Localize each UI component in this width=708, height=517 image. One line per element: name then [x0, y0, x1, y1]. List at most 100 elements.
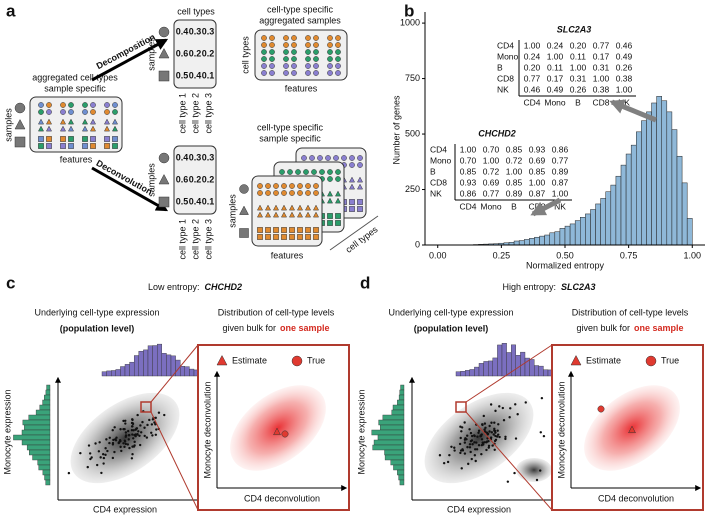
point	[141, 420, 144, 424]
point	[119, 445, 122, 449]
marginal-bar	[21, 439, 51, 446]
matrix-value: 0.72	[483, 166, 500, 176]
circle-icon	[283, 56, 289, 62]
label: cell-type specific	[257, 122, 324, 132]
circle-icon	[349, 155, 355, 161]
matrix-value: 1.00	[529, 177, 546, 187]
marginal-bar	[39, 404, 51, 411]
circle-icon	[261, 56, 267, 62]
row-label: NK	[497, 84, 509, 94]
point	[488, 424, 491, 428]
point	[460, 467, 463, 470]
point	[157, 411, 161, 414]
point	[540, 396, 544, 400]
axis-label: Number of genes	[391, 95, 401, 165]
circle-icon	[335, 176, 341, 182]
point	[502, 419, 506, 422]
point	[113, 450, 116, 454]
col-label: B	[511, 201, 517, 211]
triangle-icon	[570, 354, 582, 366]
panel-title: High entropy: SLC2A3	[502, 282, 595, 292]
point	[496, 429, 499, 432]
inset-title: given bulk for one sample	[576, 323, 683, 333]
circle-icon	[305, 49, 311, 55]
circle-icon	[283, 63, 289, 69]
point	[124, 431, 128, 434]
matrix-value: 0.11	[570, 51, 586, 61]
square-icon	[82, 136, 88, 142]
point	[104, 447, 107, 450]
marginal-bar	[455, 371, 461, 377]
triangle-icon	[45, 125, 53, 132]
triangle-icon	[111, 125, 119, 132]
matrix-value: 1.00	[460, 144, 477, 154]
bar	[513, 240, 520, 246]
triangle-icon	[264, 204, 272, 211]
square-icon	[281, 227, 287, 233]
marginal-bar	[391, 409, 405, 416]
triangle-icon	[14, 118, 26, 130]
marginal-bar	[534, 365, 540, 377]
point	[163, 413, 166, 417]
posterior	[230, 385, 326, 471]
row-label: CD8	[430, 177, 447, 187]
point	[151, 434, 154, 437]
selected-sample	[455, 401, 467, 413]
point	[102, 462, 105, 465]
circle-icon	[82, 102, 88, 108]
point	[139, 424, 142, 427]
circle-icon	[313, 190, 319, 196]
circle-icon	[289, 183, 295, 189]
marginal-bar	[399, 389, 405, 396]
square-icon	[90, 136, 96, 142]
marginal-bar	[378, 419, 405, 426]
triangle-icon	[216, 354, 228, 366]
point	[133, 440, 136, 444]
bar	[666, 111, 673, 246]
circle-icon	[283, 42, 289, 48]
point	[135, 427, 139, 430]
square-icon	[305, 234, 311, 240]
circle-icon	[269, 56, 275, 62]
circle-icon	[14, 102, 26, 114]
circle-icon	[68, 102, 74, 108]
circle-icon	[38, 102, 44, 108]
square-icon	[112, 136, 118, 142]
triangle-icon	[348, 183, 356, 190]
col-label: CD4	[523, 97, 540, 107]
point	[131, 418, 134, 421]
circle-icon	[291, 42, 297, 48]
triangle-icon	[296, 211, 304, 218]
col-label: CD8	[592, 97, 609, 107]
circle-icon	[104, 109, 110, 115]
point	[514, 403, 517, 406]
circle-icon	[273, 183, 279, 189]
matrix-title: SLC2A3	[557, 24, 592, 34]
triangle-icon	[356, 183, 364, 190]
square-icon	[257, 227, 263, 233]
bar	[661, 100, 668, 246]
matrix-value: 1.00	[547, 51, 564, 61]
label: c	[6, 273, 15, 292]
matrix-value: 0.17	[593, 51, 610, 61]
matrix-value: 0.70	[460, 155, 477, 165]
point	[118, 439, 122, 442]
point	[509, 407, 512, 410]
circle-icon	[283, 49, 289, 55]
bar	[656, 96, 662, 246]
matrix-value: 0.89	[506, 188, 523, 198]
point	[450, 445, 453, 449]
point	[471, 443, 474, 446]
bar	[549, 232, 556, 246]
x-tick-label: 1.00	[684, 250, 702, 260]
point	[539, 469, 542, 472]
matrix-value: 0.1	[202, 70, 215, 80]
marginal-bar	[152, 345, 158, 377]
square-icon	[349, 206, 355, 212]
marginal-bar	[377, 434, 405, 441]
point	[477, 443, 481, 447]
point	[487, 440, 490, 443]
point	[480, 452, 483, 456]
marginal-bar	[478, 363, 484, 377]
square-icon	[357, 199, 363, 205]
